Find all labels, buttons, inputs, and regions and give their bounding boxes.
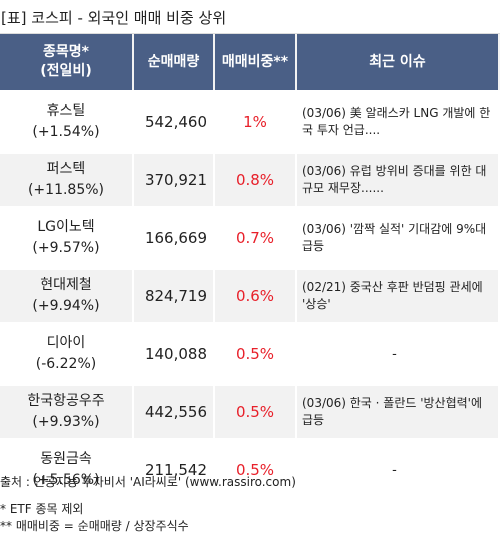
- stock-change: (-6.22%): [35, 356, 97, 372]
- table-row: 디아이 (-6.22%) 140,088 0.5% -: [0, 328, 500, 380]
- net-volume: 140,088: [144, 345, 207, 363]
- recent-issue: (02/21) 중국산 후판 반덤핑 관세에 '상승': [297, 270, 498, 322]
- foreign-trading-table: 종목명* (전일비) 순매매량 매매비중** 최근 이슈 휴스틸 (+1.54%…: [0, 34, 500, 496]
- page-title: [표] 코스피 - 외국인 매매 비중 상위: [1, 9, 227, 27]
- table-row: 퍼스텍 (+11.85%) 370,921 0.8% (03/06) 유럽 방위…: [0, 154, 500, 206]
- stock-change: (+1.54%): [32, 124, 100, 140]
- issue-text: -: [392, 462, 397, 478]
- etf-exclusion-note: * ETF 종목 제외: [0, 502, 84, 516]
- table-row: 동원금속 (+5.56%) 211,542 0.5% -: [0, 444, 500, 496]
- trade-ratio: 1%: [243, 113, 267, 131]
- trade-ratio: 0.5%: [235, 461, 275, 479]
- stock-name: 퍼스텍: [46, 161, 86, 177]
- ratio-definition-note: ** 매매비중 = 순매매량 / 상장주식수: [0, 519, 189, 533]
- issue-text: (03/06) 한국 · 폴란드 '방산협력'에 급등: [302, 396, 483, 427]
- source-note: 출처 : 인공지능 투자비서 'AI라씨로' (www.rassiro.com): [0, 475, 296, 489]
- issue-text: (02/21) 중국산 후판 반덤핑 관세에 '상승': [302, 280, 483, 311]
- trade-ratio: 0.7%: [235, 229, 275, 247]
- stock-change: (+9.57%): [32, 240, 100, 256]
- stock-name: 현대제철: [40, 277, 92, 293]
- stock-name: 디아이: [46, 335, 86, 351]
- trade-ratio: 0.6%: [215, 270, 295, 322]
- issue-text: (03/06) '깜짝 실적' 기대감에 9%대 급등: [302, 222, 487, 253]
- stock-change: (+9.94%): [32, 298, 100, 314]
- stock-cell: 동원금속 (+5.56%): [0, 444, 132, 496]
- stock-name: 동원금속: [40, 451, 92, 467]
- stock-cell: 디아이 (-6.22%): [0, 328, 132, 380]
- net-volume: 211,542: [144, 461, 207, 479]
- trade-ratio: 0.5%: [235, 345, 275, 363]
- table-header: 종목명* (전일비) 순매매량 매매비중** 최근 이슈: [0, 34, 500, 90]
- stock-name: 휴스틸: [46, 103, 86, 119]
- header-recent-issue: 최근 이슈: [297, 34, 498, 90]
- table-row: 현대제철 (+9.94%) 824,719 0.6% (02/21) 중국산 후…: [0, 270, 500, 322]
- net-volume: 542,460: [144, 113, 207, 131]
- stock-change: (+9.93%): [32, 414, 100, 430]
- trade-ratio: 0.8%: [215, 154, 295, 206]
- stock-name: LG이노텍: [37, 219, 95, 235]
- stock-cell: 한국항공우주 (+9.93%): [0, 386, 132, 438]
- recent-issue: -: [297, 444, 498, 496]
- stock-cell: 현대제철 (+9.94%): [0, 270, 132, 322]
- net-volume: 370,921: [134, 154, 213, 206]
- stock-change: (+5.56%): [32, 472, 100, 488]
- table-row: LG이노텍 (+9.57%) 166,669 0.7% (03/06) '깜짝 …: [0, 212, 500, 264]
- recent-issue: (03/06) 美 알래스카 LNG 개발에 한국 투자 언급....: [297, 96, 498, 148]
- header-net-volume: 순매매량: [134, 34, 213, 90]
- net-volume: 824,719: [134, 270, 213, 322]
- issue-text: -: [392, 346, 397, 362]
- recent-issue: (03/06) 한국 · 폴란드 '방산협력'에 급등: [297, 386, 498, 438]
- table-row: 한국항공우주 (+9.93%) 442,556 0.5% (03/06) 한국 …: [0, 386, 500, 438]
- recent-issue: (03/06) '깜짝 실적' 기대감에 9%대 급등: [297, 212, 498, 264]
- stock-cell: 퍼스텍 (+11.85%): [0, 154, 132, 206]
- stock-cell: LG이노텍 (+9.57%): [0, 212, 132, 264]
- net-volume: 166,669: [144, 229, 207, 247]
- header-stock-name: 종목명* (전일비): [0, 34, 132, 90]
- issue-text: (03/06) 유럽 방위비 증대를 위한 대규모 재무장......: [302, 164, 487, 195]
- table-row: 휴스틸 (+1.54%) 542,460 1% (03/06) 美 알래스카 L…: [0, 96, 500, 148]
- header-trade-ratio: 매매비중**: [215, 34, 295, 90]
- net-volume: 442,556: [134, 386, 213, 438]
- stock-change: (+11.85%): [27, 182, 105, 198]
- footnotes: 출처 : 인공지능 투자비서 'AI라씨로' (www.rassiro.com)…: [0, 474, 296, 535]
- stock-cell: 휴스틸 (+1.54%): [0, 96, 132, 148]
- issue-text: (03/06) 美 알래스카 LNG 개발에 한국 투자 언급....: [302, 106, 491, 137]
- stock-name: 한국항공우주: [27, 393, 105, 409]
- title-divider: [0, 33, 500, 34]
- recent-issue: -: [297, 328, 498, 380]
- trade-ratio: 0.5%: [215, 386, 295, 438]
- recent-issue: (03/06) 유럽 방위비 증대를 위한 대규모 재무장......: [297, 154, 498, 206]
